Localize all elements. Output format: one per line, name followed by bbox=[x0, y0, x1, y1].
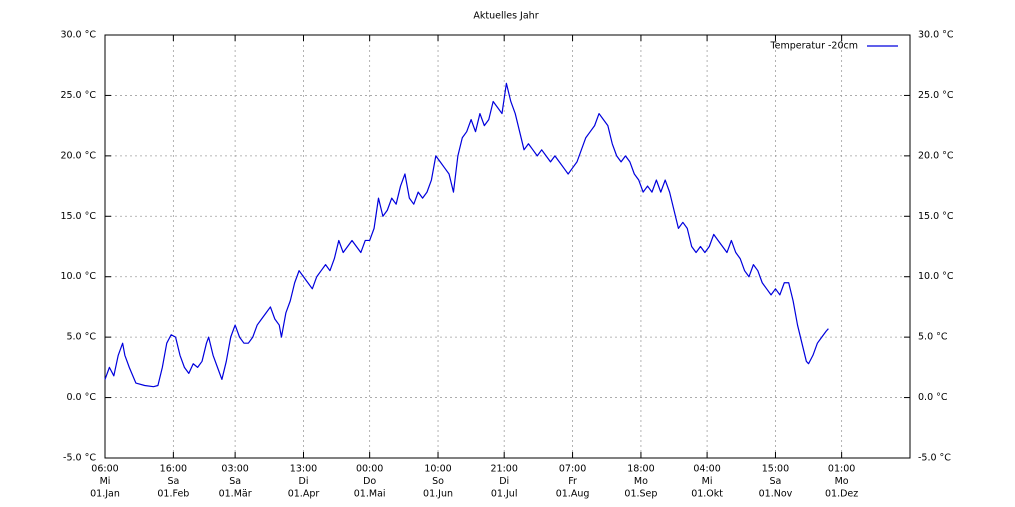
x-tick-label: 07:00 bbox=[559, 464, 586, 475]
x-tick-label: 01:00 bbox=[828, 464, 855, 475]
x-tick-label: 03:00 bbox=[221, 464, 248, 475]
x-tick-label: Sa bbox=[770, 476, 782, 487]
y-tick-label: 0.0 °C bbox=[66, 392, 96, 403]
x-tick-label: Sa bbox=[229, 476, 241, 487]
x-tick-label: 01.Jul bbox=[491, 489, 518, 500]
data-line bbox=[104, 82, 829, 388]
x-tick-label: Mi bbox=[702, 476, 713, 487]
x-tick-label: 00:00 bbox=[356, 464, 383, 475]
x-tick-label: Do bbox=[363, 476, 376, 487]
x-tick-label: 01.Mär bbox=[219, 489, 252, 500]
x-tick-label: Sa bbox=[167, 476, 179, 487]
x-tick-label: Mi bbox=[100, 476, 111, 487]
x-tick-label: 01.Sep bbox=[624, 489, 657, 500]
chart-title: Aktuelles Jahr bbox=[473, 11, 538, 22]
y-tick-label: -5.0 °C bbox=[63, 453, 96, 464]
x-tick-label: 01.Mai bbox=[354, 489, 386, 500]
y2-tick-label: 20.0 °C bbox=[918, 150, 954, 161]
x-tick-label: Di bbox=[499, 476, 509, 487]
x-tick-label: Di bbox=[299, 476, 309, 487]
y2-tick-label: 15.0 °C bbox=[918, 211, 954, 222]
y-tick-label: 5.0 °C bbox=[66, 332, 96, 343]
x-tick-label: 01.Feb bbox=[157, 489, 189, 500]
x-tick-label: 01.Nov bbox=[759, 489, 793, 500]
x-tick-label: 06:00 bbox=[91, 464, 118, 475]
x-tick-label: Mo bbox=[835, 476, 849, 487]
y2-tick-label: 30.0 °C bbox=[918, 30, 954, 41]
x-tick-label: 15:00 bbox=[762, 464, 789, 475]
y2-tick-label: -5.0 °C bbox=[918, 453, 951, 464]
y-tick-label: 30.0 °C bbox=[60, 30, 96, 41]
x-tick-label: 01.Aug bbox=[556, 489, 590, 500]
x-tick-label: 18:00 bbox=[627, 464, 654, 475]
x-tick-label: Mo bbox=[634, 476, 648, 487]
x-tick-label: 04:00 bbox=[693, 464, 720, 475]
x-tick-label: 10:00 bbox=[424, 464, 451, 475]
x-tick-label: 01.Okt bbox=[691, 489, 723, 500]
x-tick-label: 21:00 bbox=[490, 464, 517, 475]
x-tick-label: 01.Apr bbox=[288, 489, 320, 500]
y2-tick-label: 25.0 °C bbox=[918, 90, 954, 101]
y-tick-label: 25.0 °C bbox=[60, 90, 96, 101]
plot-frame bbox=[104, 34, 911, 459]
y-tick-label: 10.0 °C bbox=[60, 271, 96, 282]
x-tick-label: 01.Dez bbox=[825, 489, 858, 500]
x-tick-label: 13:00 bbox=[290, 464, 317, 475]
x-tick-label: 16:00 bbox=[160, 464, 187, 475]
x-tick-label: Fr bbox=[568, 476, 577, 487]
y2-tick-label: 10.0 °C bbox=[918, 271, 954, 282]
x-tick-label: 01.Jun bbox=[423, 489, 453, 500]
legend-label: Temperatur -20cm bbox=[769, 41, 858, 52]
y-tick-label: 15.0 °C bbox=[60, 211, 96, 222]
y-tick-label: 20.0 °C bbox=[60, 150, 96, 161]
y2-tick-label: 5.0 °C bbox=[918, 332, 948, 343]
x-tick-label: 01.Jan bbox=[90, 489, 120, 500]
y2-tick-label: 0.0 °C bbox=[918, 392, 948, 403]
x-tick-label: So bbox=[432, 476, 444, 487]
